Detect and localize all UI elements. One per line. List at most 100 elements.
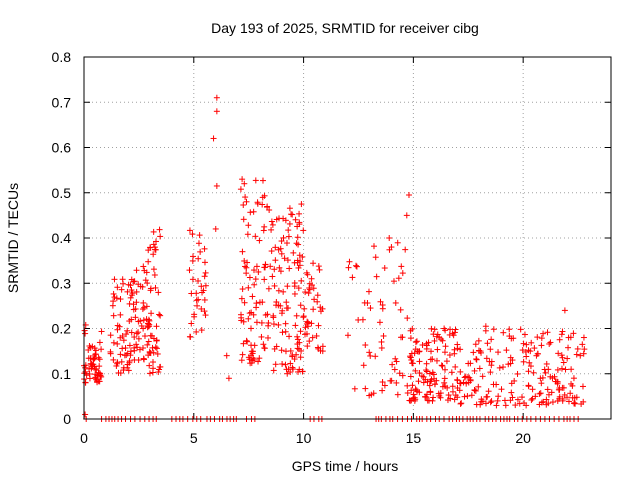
data-point bbox=[451, 346, 458, 353]
data-point bbox=[478, 398, 485, 405]
data-point bbox=[458, 400, 465, 407]
data-point bbox=[271, 345, 278, 352]
data-point bbox=[117, 351, 124, 358]
data-point bbox=[282, 320, 289, 327]
data-point bbox=[201, 308, 208, 315]
data-point bbox=[292, 216, 299, 223]
data-point bbox=[310, 306, 317, 313]
data-point bbox=[543, 396, 550, 403]
data-point bbox=[193, 297, 200, 304]
data-point bbox=[135, 357, 142, 364]
data-point bbox=[495, 393, 502, 400]
data-point bbox=[114, 360, 121, 367]
data-point bbox=[391, 366, 398, 373]
y-tick-label: 0.7 bbox=[52, 94, 72, 110]
data-point bbox=[280, 215, 287, 222]
x-tick-label: 15 bbox=[406, 430, 422, 446]
data-point bbox=[113, 295, 120, 302]
data-point bbox=[544, 329, 551, 336]
data-point bbox=[259, 201, 266, 208]
data-point bbox=[355, 316, 362, 323]
data-point bbox=[89, 363, 96, 370]
data-point bbox=[407, 335, 414, 342]
data-point bbox=[145, 338, 152, 345]
data-point bbox=[546, 340, 553, 347]
data-point bbox=[117, 311, 124, 318]
data-point bbox=[346, 258, 353, 265]
data-point bbox=[273, 298, 280, 305]
data-point bbox=[282, 361, 289, 368]
data-point bbox=[284, 370, 291, 377]
data-point bbox=[568, 380, 575, 387]
data-point bbox=[543, 360, 550, 367]
data-point bbox=[141, 356, 148, 363]
data-point bbox=[186, 333, 193, 340]
data-point bbox=[153, 323, 160, 330]
data-point bbox=[157, 312, 164, 319]
data-point bbox=[282, 328, 289, 335]
data-point bbox=[117, 296, 124, 303]
data-point bbox=[93, 367, 100, 374]
data-point bbox=[353, 263, 360, 270]
data-point bbox=[86, 342, 93, 349]
data-point bbox=[520, 340, 527, 347]
data-point bbox=[570, 375, 577, 382]
data-point bbox=[409, 382, 416, 389]
data-point bbox=[256, 237, 263, 244]
y-tick-label: 0.2 bbox=[52, 321, 72, 337]
data-point bbox=[265, 319, 272, 326]
data-point bbox=[150, 365, 157, 372]
data-point bbox=[239, 351, 246, 358]
data-point bbox=[268, 226, 275, 233]
data-point bbox=[287, 360, 294, 367]
data-point bbox=[433, 357, 440, 364]
data-point bbox=[441, 349, 448, 356]
x-tick-label: 0 bbox=[80, 430, 88, 446]
data-point bbox=[139, 345, 146, 352]
data-point bbox=[284, 257, 291, 264]
x-tick-labels: 0 5 10 15 20 bbox=[80, 430, 531, 446]
data-point bbox=[268, 218, 275, 225]
data-point bbox=[150, 266, 157, 273]
data-point bbox=[278, 250, 285, 257]
data-point bbox=[286, 205, 293, 212]
data-point bbox=[126, 342, 133, 349]
data-point bbox=[445, 392, 452, 399]
data-point bbox=[568, 366, 575, 373]
data-point bbox=[423, 360, 430, 367]
data-point bbox=[213, 94, 220, 101]
data-point bbox=[507, 354, 514, 361]
data-point bbox=[110, 339, 117, 346]
data-point bbox=[438, 336, 445, 343]
data-point bbox=[270, 312, 277, 319]
data-point bbox=[308, 282, 315, 289]
data-point bbox=[248, 342, 255, 349]
data-point bbox=[454, 394, 461, 401]
y-axis-label: SRMTID / TECUs bbox=[5, 183, 21, 293]
data-point bbox=[135, 281, 142, 288]
data-point bbox=[243, 198, 250, 205]
data-point bbox=[125, 367, 132, 374]
data-point bbox=[408, 360, 415, 367]
data-point bbox=[319, 305, 326, 312]
data-point bbox=[449, 383, 456, 390]
data-point bbox=[399, 270, 406, 277]
data-point bbox=[412, 386, 419, 393]
data-point bbox=[271, 282, 278, 289]
data-point bbox=[143, 269, 150, 276]
data-point bbox=[300, 313, 307, 320]
data-point bbox=[404, 382, 411, 389]
data-point bbox=[488, 336, 495, 343]
data-point bbox=[439, 363, 446, 370]
data-point bbox=[315, 263, 322, 270]
data-point bbox=[245, 284, 252, 291]
data-point bbox=[388, 377, 395, 384]
data-point bbox=[477, 401, 484, 408]
data-point bbox=[186, 267, 193, 274]
data-point bbox=[298, 277, 305, 284]
data-point bbox=[156, 366, 163, 373]
data-point bbox=[146, 362, 153, 369]
data-point bbox=[493, 402, 500, 409]
data-point bbox=[528, 396, 535, 403]
